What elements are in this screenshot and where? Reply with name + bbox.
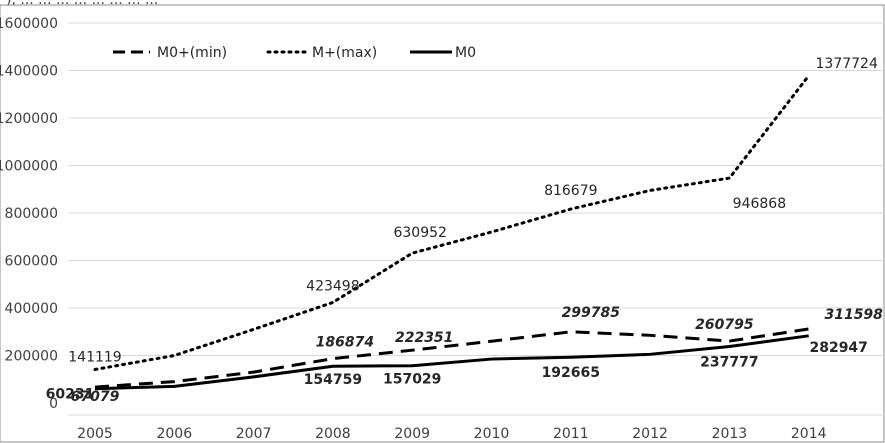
legend-label: M0+(min) bbox=[157, 45, 227, 61]
y-tick-label: 800000 bbox=[5, 206, 58, 222]
data-label: 186874 bbox=[316, 335, 374, 351]
x-axis: 2005 2006 2007 2008 2009 2010 2011 2012 2013 2014 bbox=[68, 414, 884, 442]
data-label: 630952 bbox=[393, 225, 446, 241]
series-line-1 bbox=[94, 327, 809, 389]
data-label: 237777 bbox=[700, 355, 758, 371]
y-tick-label: 200000 bbox=[5, 349, 58, 365]
y-tick-label: 600000 bbox=[5, 254, 58, 270]
data-label: 423498 bbox=[306, 278, 359, 294]
series-line-2 bbox=[93, 74, 811, 371]
data-label: 311598 bbox=[824, 307, 883, 323]
data-label: 1377724 bbox=[816, 56, 878, 72]
data-label: 299785 bbox=[562, 305, 621, 321]
x-tick-label: 2007 bbox=[236, 426, 272, 442]
data-label: 192665 bbox=[542, 365, 600, 381]
header-fragment: ), ... ... ... ... ... ... ... ... bbox=[6, 0, 158, 8]
x-tick-label: 2006 bbox=[156, 426, 192, 442]
x-tick-label: 2008 bbox=[315, 426, 351, 442]
legend-label: M0 bbox=[455, 45, 476, 61]
data-label: 141119 bbox=[68, 349, 121, 365]
y-tick-label: 400000 bbox=[5, 301, 58, 317]
data-label: 222351 bbox=[395, 330, 453, 346]
plot-frame bbox=[0, 4, 885, 443]
y-tick-label: 1200000 bbox=[0, 111, 58, 127]
y-tick-label: 0 bbox=[49, 396, 58, 412]
series-line-3 bbox=[94, 334, 809, 391]
data-label: 260795 bbox=[695, 317, 754, 333]
legend-label: M+(max) bbox=[312, 45, 377, 61]
y-tick-label: 1400000 bbox=[0, 64, 58, 80]
data-label: 154759 bbox=[304, 372, 362, 388]
x-tick-label: 2011 bbox=[553, 426, 589, 442]
y-tick-label: 1000000 bbox=[0, 159, 58, 175]
data-label: 282947 bbox=[809, 340, 867, 356]
series-lines bbox=[93, 74, 811, 391]
x-tick-label: 2010 bbox=[474, 426, 510, 442]
data-label: 946868 bbox=[733, 196, 786, 212]
data-label: 816679 bbox=[544, 183, 597, 199]
y-tick-label: 1600000 bbox=[0, 16, 58, 32]
data-label: 67079 bbox=[71, 389, 120, 405]
data-labels: 67079 186874 222351 299785 260795 311598 14111… bbox=[46, 56, 884, 405]
gridlines bbox=[68, 22, 884, 356]
y-axis: 0 200000 400000 600000 800000 1000000 1200000 1… bbox=[0, 16, 58, 412]
x-tick-label: 2012 bbox=[632, 426, 668, 442]
data-label: 157029 bbox=[383, 372, 441, 388]
x-tick-label: 2009 bbox=[394, 426, 430, 442]
x-tick-label: 2005 bbox=[77, 426, 113, 442]
x-tick-label: 2013 bbox=[712, 426, 748, 442]
x-tick-label: 2014 bbox=[791, 426, 827, 442]
data-label: 60231 bbox=[46, 387, 95, 403]
legend: M0+(min) M+(max) M0 bbox=[113, 45, 476, 61]
